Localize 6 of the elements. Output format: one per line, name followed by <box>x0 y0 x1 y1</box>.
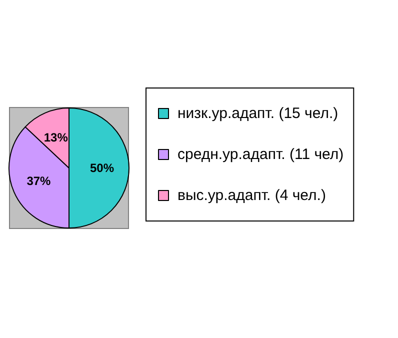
legend-label: низк.ур.адапт. (15 чел.) <box>178 105 338 122</box>
data-label: 13% <box>44 130 68 145</box>
data-label: 37% <box>26 174 52 188</box>
legend-label: выс.ур.адапт. (4 чел.) <box>178 187 326 204</box>
legend-label: средн.ур.адапт. (11 чел) <box>178 146 344 163</box>
data-label: 50% <box>90 161 114 175</box>
